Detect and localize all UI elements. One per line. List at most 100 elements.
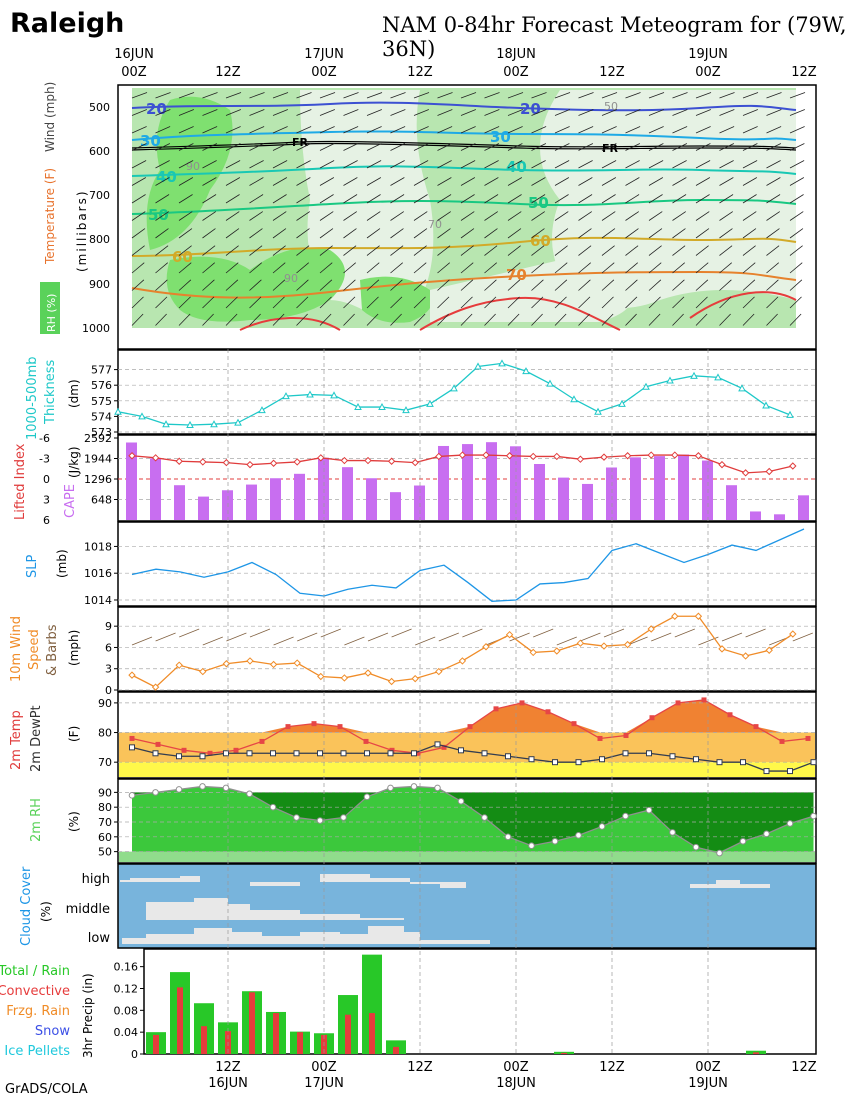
rh2m-point-6 (269, 803, 277, 811)
wind10m-barb-26 (745, 628, 766, 638)
rh-bright-region-3 (360, 276, 433, 323)
wind10m-point-13 (435, 667, 443, 676)
rh2m-point-1 (152, 789, 159, 796)
bottom-date-19jun: 19JUN (688, 1076, 728, 1091)
wind-barb-200 (742, 194, 757, 204)
wind-barb-109 (648, 143, 664, 151)
top-date-18jun: 18JUN (496, 47, 536, 62)
bottom-date-16jun: 16JUN (208, 1076, 248, 1091)
wind10m-point-18 (553, 647, 561, 655)
li-point-23 (671, 451, 679, 459)
wind-barb-342 (672, 279, 685, 291)
wind-barb-32 (202, 109, 218, 116)
cape-bar-19 (582, 483, 593, 520)
wind-barb-212 (343, 211, 357, 221)
wind-barb-130 (460, 160, 476, 169)
wind-barb-220 (531, 211, 545, 221)
wind-barb-6 (272, 92, 289, 99)
rh2m-point-9 (340, 814, 347, 821)
wind-barb-263 (178, 245, 192, 256)
wind-barb-367 (578, 296, 591, 309)
wind-barb-385 (319, 313, 332, 326)
li-point-21 (623, 452, 632, 460)
wind-ticks-label-2: 6 (105, 641, 112, 654)
li-point-28 (789, 462, 797, 470)
rh2m-point-4 (222, 784, 230, 792)
wind-barb-12 (413, 92, 430, 99)
wind-barb-308 (554, 262, 568, 274)
precip-ticks-label-0: 0 (131, 1048, 138, 1061)
wind-barb-15 (484, 92, 500, 99)
rh-ticks-label-4: 90 (98, 786, 112, 799)
wind-barb-1 (155, 92, 171, 99)
wind-barb-103 (507, 143, 523, 151)
rh2m-point-21 (622, 812, 629, 820)
cape-label: CAPE (63, 484, 78, 518)
wind-barb-358 (366, 296, 379, 309)
wind-barb-44 (484, 109, 500, 116)
li-point-12 (411, 458, 419, 467)
top-date-16jun: 16JUN (114, 47, 154, 62)
temp2m-point-22 (701, 697, 707, 703)
li-point-15 (482, 451, 490, 459)
wind-barb-298 (319, 262, 333, 274)
temp2m-point-5 (259, 738, 265, 744)
wind-barb-149 (225, 177, 241, 186)
wind-barb-373 (719, 296, 732, 309)
wind-barb-13 (437, 92, 453, 99)
wind-barb-299 (343, 262, 357, 274)
wind-barb-61 (202, 126, 218, 134)
wind-barb-345 (742, 279, 756, 291)
precip-ticks-label-3: 0.12 (114, 982, 139, 995)
wind-barb-146 (155, 177, 170, 186)
dewpt2m-point-16 (505, 753, 511, 760)
thickness-y-ticks: 573 574 575 576 577 (91, 364, 118, 439)
wind-barb-159 (460, 177, 476, 186)
li-tick-label-0: -6 (39, 432, 50, 445)
wind-barb-347 (789, 279, 803, 291)
wind10m-barb-7 (297, 632, 318, 642)
rh-legend-swatch (40, 282, 60, 334)
wind10m-point-15 (482, 643, 490, 651)
rh2m-label: 2m RH (29, 798, 44, 842)
rh2m-line (131, 785, 814, 854)
li-point-8 (317, 454, 325, 462)
wind-barb-317 (766, 262, 780, 274)
wind-barb-402 (719, 313, 731, 326)
rh-label-90a: 90 (186, 160, 200, 173)
freezing-label-1: FR (292, 136, 309, 149)
wind10m-barb-9 (344, 636, 365, 646)
wind-barb-375 (766, 296, 779, 309)
wind-barb-10 (366, 92, 383, 99)
wind10m-barb-28 (792, 632, 813, 642)
wind-barb-107 (601, 143, 617, 151)
thickness-point-12 (402, 406, 410, 414)
dewpt2m-point-21 (622, 750, 629, 757)
wind-barb-85 (766, 126, 782, 134)
temp2m-plot (118, 697, 817, 777)
wind-barb-160 (484, 177, 499, 186)
wind-barb-255 (672, 228, 686, 239)
wind-barb-54 (719, 109, 735, 116)
wind-barb-57 (789, 109, 805, 116)
temp2m-point-18 (597, 735, 603, 741)
thickness-point-0 (114, 407, 122, 415)
temp2m-point-19 (623, 733, 629, 738)
wind10m-barb-2 (179, 628, 200, 638)
wind-barb-267 (272, 245, 286, 256)
wind-barb-368 (601, 296, 614, 309)
wind-barb-136 (601, 160, 617, 169)
wind-barb-100 (437, 143, 453, 151)
wind-barb-327 (319, 279, 333, 291)
wind-barb-323 (225, 279, 239, 291)
wind-barb-319 (131, 279, 145, 291)
wind-barb-183 (343, 194, 358, 204)
rh2m-point-19 (575, 832, 582, 839)
wind-barb-330 (390, 279, 403, 291)
wind-barb-101 (460, 143, 476, 151)
precip-conv-bar-0 (153, 1034, 159, 1054)
thickness-point-26 (738, 384, 746, 392)
wind-barb-251 (578, 228, 592, 239)
rh-band-90 (132, 786, 814, 854)
wind10m-point-3 (199, 667, 207, 676)
